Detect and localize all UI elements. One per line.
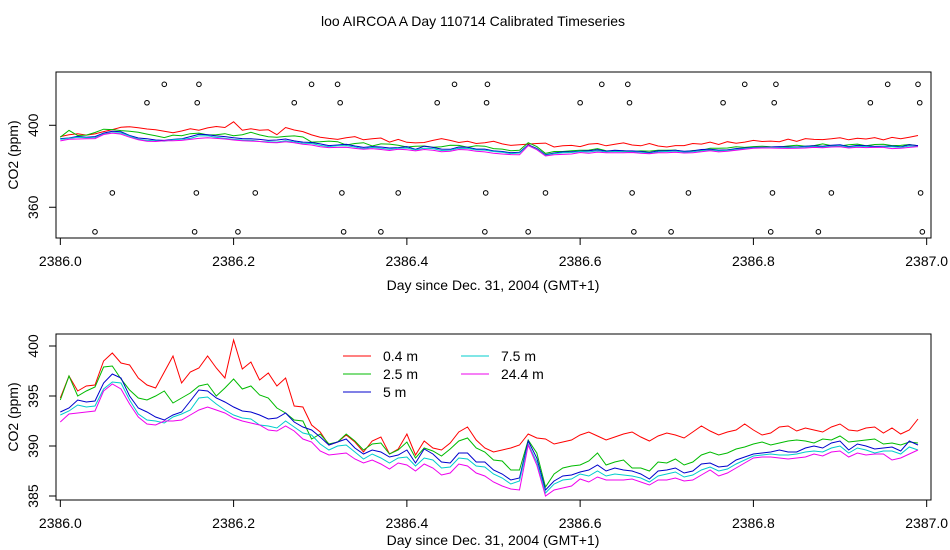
bottom-series-line-0-4-m xyxy=(59,338,919,457)
top-marker-point xyxy=(542,190,549,196)
top-marker-point xyxy=(308,81,315,88)
top-y-tick-label: 400 xyxy=(25,113,41,137)
top-marker-point xyxy=(191,229,198,235)
top-series-line-0-4-m xyxy=(60,121,919,148)
top-x-tick-label: 2386.4 xyxy=(385,253,428,269)
bottom-x-tick-label: 2386.2 xyxy=(212,515,255,531)
bottom-legend: 0.4 m 2.5 m 5 m 7.5 m 24.4 m xyxy=(343,348,544,400)
top-marker-point xyxy=(337,99,343,106)
top-marker-point xyxy=(668,229,674,235)
legend-label: 7.5 m xyxy=(501,348,536,364)
bottom-y-axis-label: CO2 (ppm) xyxy=(5,382,21,451)
top-marker-point xyxy=(884,81,891,88)
top-marker-point xyxy=(624,81,631,88)
bottom-series-line-2-5-m xyxy=(59,365,919,489)
top-marker-point xyxy=(767,229,774,235)
bottom-x-tick-label: 2386.4 xyxy=(385,515,428,531)
top-plot-frame xyxy=(55,71,932,239)
top-marker-point xyxy=(484,81,491,88)
top-marker-point xyxy=(451,81,458,88)
top-marker-point xyxy=(828,190,835,196)
top-marker-point xyxy=(92,229,98,235)
top-marker-point xyxy=(720,99,726,106)
bottom-y-tick-label: 390 xyxy=(25,434,41,458)
bottom-series-line-5-m xyxy=(60,373,919,491)
top-marker-point xyxy=(629,190,635,196)
top-marker-point xyxy=(685,190,692,196)
top-marker-point xyxy=(194,99,201,106)
top-marker-point xyxy=(196,81,202,88)
bottom-x-tick-label: 2387.0 xyxy=(905,515,948,531)
bottom-x-axis-label: Day since Dec. 31, 2004 (GMT+1) xyxy=(387,532,600,548)
top-marker-point xyxy=(434,99,440,106)
top-marker-point xyxy=(144,99,150,106)
top-x-tick-label: 2386.2 xyxy=(212,253,255,269)
top-marker-point xyxy=(773,81,779,88)
top-marker-point xyxy=(598,81,605,88)
bottom-y-tick-label: 385 xyxy=(25,484,41,508)
top-series-line-7-5-m xyxy=(60,132,919,156)
bottom-series-line-24-4-m xyxy=(59,383,919,497)
top-marker-point xyxy=(577,99,583,106)
figure-title: loo AIRCOA A Day 110714 Calibrated Times… xyxy=(321,13,625,29)
top-marker-point xyxy=(161,81,168,88)
top-marker-point xyxy=(631,229,637,235)
top-panel: Day since Dec. 31, 2004 (GMT+1) CO2 (ppm… xyxy=(5,71,948,293)
legend-label: 2.5 m xyxy=(383,366,418,382)
top-x-tick-label: 2386.6 xyxy=(559,253,602,269)
top-marker-point xyxy=(291,99,298,106)
top-marker-point xyxy=(193,190,200,196)
top-x-tick-label: 2387.0 xyxy=(905,253,948,269)
top-x-tick-label: 2386.0 xyxy=(39,253,82,269)
top-marker-point xyxy=(525,229,531,235)
top-marker-point xyxy=(867,99,874,106)
top-series-line-24-4-m xyxy=(60,132,919,157)
bottom-x-tick-label: 2386.8 xyxy=(732,515,775,531)
top-marker-point xyxy=(334,81,341,88)
top-x-tick-label: 2386.8 xyxy=(732,253,775,269)
bottom-y-tick-label: 395 xyxy=(25,384,41,408)
top-marker-point xyxy=(626,99,633,106)
top-marker-point xyxy=(916,99,923,106)
top-series-line-5-m xyxy=(60,130,919,156)
bottom-x-tick-label: 2386.0 xyxy=(39,515,82,531)
top-marker-point xyxy=(741,81,748,88)
top-marker-point xyxy=(815,229,822,235)
bottom-panel: Day since Dec. 31, 2004 (GMT+1) CO2 (ppm… xyxy=(5,333,948,548)
top-marker-point xyxy=(482,229,488,235)
top-marker-point xyxy=(917,190,924,196)
top-marker-point xyxy=(915,81,921,88)
bottom-y-tick-label: 400 xyxy=(25,334,41,358)
top-marker-point xyxy=(378,229,384,235)
top-marker-point xyxy=(109,190,116,196)
legend-label: 0.4 m xyxy=(383,348,418,364)
legend-label: 5 m xyxy=(383,384,406,400)
top-marker-point xyxy=(483,99,490,106)
top-marker-point xyxy=(771,99,777,106)
top-marker-point xyxy=(919,229,926,235)
top-marker-point xyxy=(395,190,402,196)
top-marker-point xyxy=(339,190,345,196)
bottom-plot-frame xyxy=(55,333,932,501)
legend-label: 24.4 m xyxy=(501,366,544,382)
top-x-axis-label: Day since Dec. 31, 2004 (GMT+1) xyxy=(387,277,600,293)
top-marker-point xyxy=(482,190,489,196)
top-marker-point xyxy=(235,229,241,235)
top-marker-point xyxy=(252,190,259,196)
top-y-axis-label: CO2 (ppm) xyxy=(5,120,21,189)
bottom-series-line-7-5-m xyxy=(60,381,919,494)
top-marker-point xyxy=(340,229,347,235)
bottom-x-tick-label: 2386.6 xyxy=(559,515,602,531)
top-y-tick-label: 360 xyxy=(25,195,41,219)
top-marker-point xyxy=(769,190,776,196)
